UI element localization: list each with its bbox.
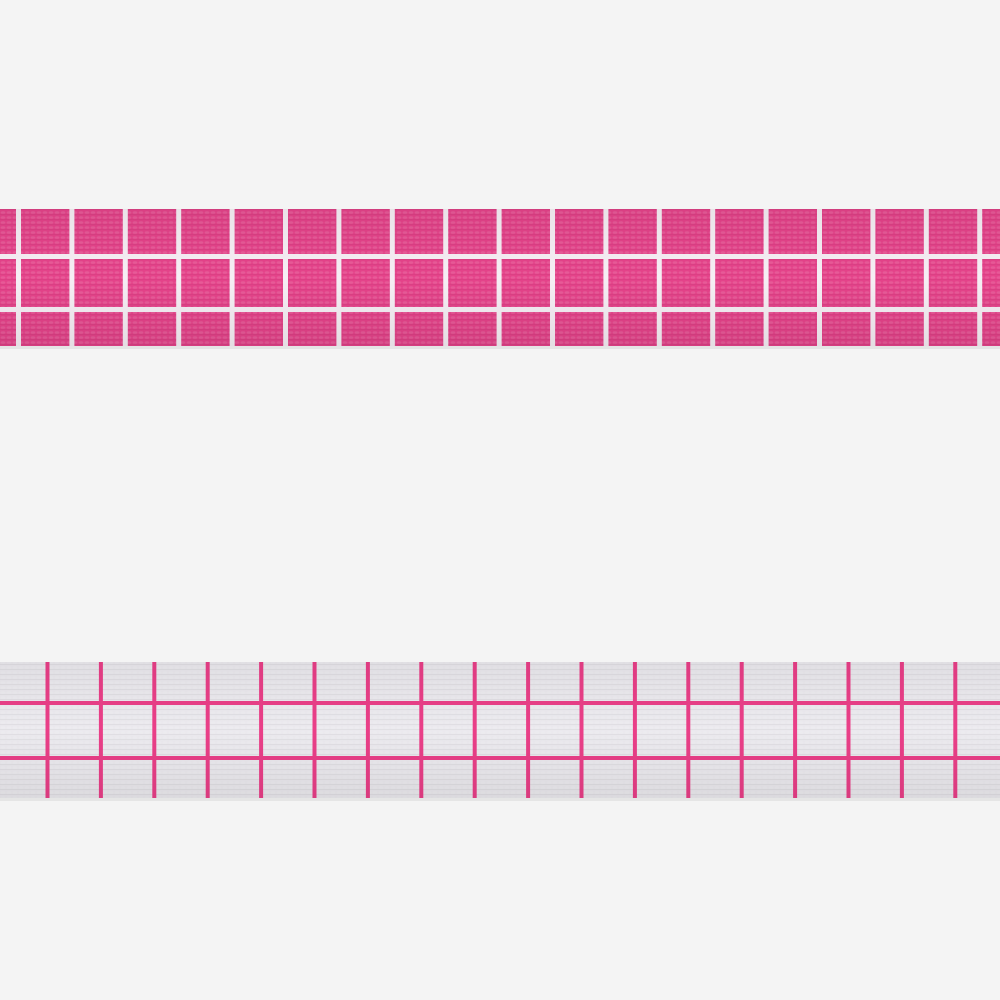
white-strap	[0, 662, 1000, 801]
strap-shading	[0, 662, 1000, 798]
strap-shadow	[0, 345, 1000, 349]
pink-strap	[0, 209, 1000, 349]
strap-shading	[0, 209, 1000, 346]
strap-shadow	[0, 797, 1000, 801]
